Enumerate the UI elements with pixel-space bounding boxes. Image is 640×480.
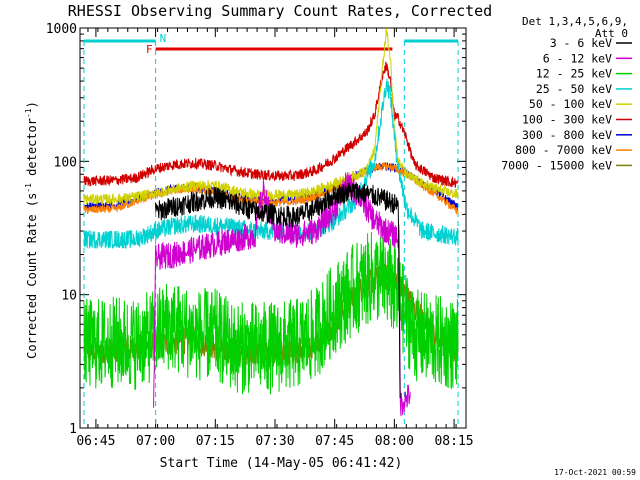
x-tick-label-0715: 07:15 bbox=[196, 434, 235, 449]
footer-timestamp: 17-Oct-2021 00:59 bbox=[554, 468, 636, 477]
series-line-25to50keV bbox=[83, 78, 459, 249]
legend-label-6: 300 - 800 keV bbox=[522, 128, 612, 142]
legend-label-8: 7000 - 15000 keV bbox=[501, 158, 612, 172]
x-tick-label-0800: 08:00 bbox=[375, 434, 414, 449]
y-axis-label-sup-1: -1 bbox=[24, 183, 33, 193]
y-axis-label-mid: detector bbox=[25, 118, 39, 183]
x-tick-label-0700: 07:00 bbox=[136, 434, 175, 449]
y-tick-label-1000: 1000 bbox=[46, 22, 77, 37]
series-line-3to6keV bbox=[155, 182, 401, 399]
y-axis-label-end: ) bbox=[25, 101, 39, 108]
y-axis-label-main: Corrected Count Rate (s bbox=[25, 193, 39, 359]
night-flag-label: N bbox=[160, 32, 167, 45]
plot-frame bbox=[79, 27, 467, 429]
legend-label-5: 100 - 300 keV bbox=[522, 113, 612, 127]
y-tick-label-1: 1 bbox=[69, 422, 77, 437]
series-line-100to300keV bbox=[83, 61, 459, 188]
x-tick-label-0815: 08:15 bbox=[434, 434, 473, 449]
series-line-12to25keV bbox=[83, 232, 459, 395]
x-axis-label: Start Time (14-May-05 06:41:42) bbox=[160, 456, 403, 471]
y-tick-label-100: 100 bbox=[54, 155, 77, 170]
x-tick-label-0745: 07:45 bbox=[315, 434, 354, 449]
legend-label-1: 6 - 12 keV bbox=[543, 51, 612, 65]
legend-header-line-1: Att 0 bbox=[595, 27, 628, 40]
legend-label-4: 50 - 100 keV bbox=[529, 97, 612, 111]
legend-label-2: 12 - 25 keV bbox=[536, 67, 612, 81]
x-tick-label-0730: 07:30 bbox=[255, 434, 294, 449]
y-tick-label-10: 10 bbox=[61, 289, 77, 304]
legend-label-7: 800 - 7000 keV bbox=[515, 143, 612, 157]
series-line-6to12keV bbox=[153, 172, 411, 417]
chart-title: RHESSI Observing Summary Count Rates, Co… bbox=[68, 2, 492, 20]
flare-flag-label: F bbox=[146, 43, 153, 56]
legend-label-3: 25 - 50 keV bbox=[536, 82, 612, 96]
series-line-50to100keV bbox=[83, 28, 459, 205]
plot-layer: 1 10 100 1000 06:45 07:00 07:15 07:30 07:45 08:00… bbox=[46, 22, 474, 449]
x-tick-label-0645: 06:45 bbox=[76, 434, 115, 449]
y-axis-label-sup-2: -1 bbox=[24, 108, 33, 118]
y-axis-label: Corrected Count Rate (s-1 detector-1) bbox=[24, 101, 39, 359]
legend-header-line-0: Det 1,3,4,5,6,9, bbox=[522, 15, 628, 28]
legend-label-0: 3 - 6 keV bbox=[550, 36, 612, 50]
